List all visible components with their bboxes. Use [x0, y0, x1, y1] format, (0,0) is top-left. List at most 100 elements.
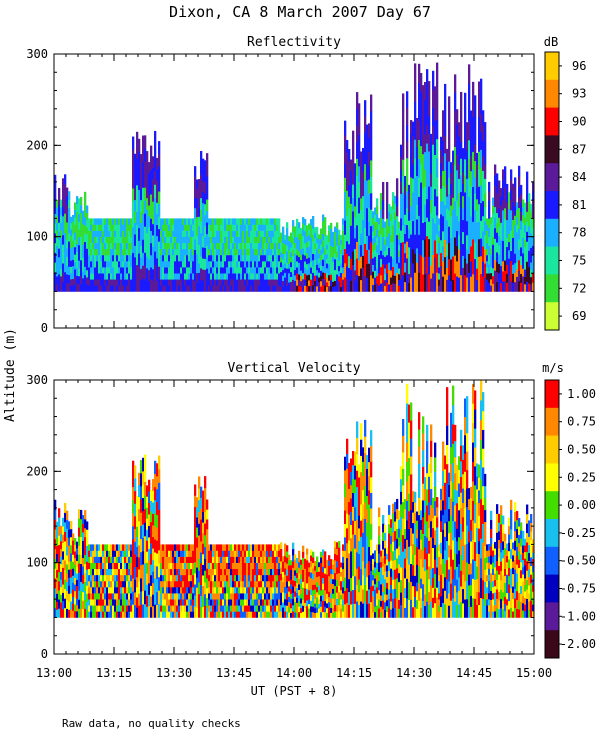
data-cell — [274, 285, 276, 291]
data-cell — [306, 572, 308, 578]
data-cell — [368, 151, 370, 165]
data-cell — [218, 237, 220, 243]
data-cell — [476, 164, 478, 176]
data-cell — [282, 612, 284, 617]
data-cell — [478, 99, 480, 117]
data-cell — [138, 164, 140, 177]
data-cell — [170, 218, 172, 224]
data-cell — [212, 237, 214, 243]
data-cell — [232, 550, 234, 556]
data-cell — [356, 92, 358, 109]
data-cell — [288, 612, 290, 618]
data-cell — [150, 243, 152, 255]
data-cell — [242, 575, 244, 581]
data-cell — [264, 550, 266, 556]
data-cell — [364, 552, 366, 569]
data-cell — [406, 191, 408, 208]
data-cell — [80, 546, 82, 555]
data-cell — [450, 205, 452, 216]
data-cell — [332, 252, 334, 257]
data-cell — [78, 284, 80, 292]
data-cell — [294, 264, 296, 270]
data-cell — [276, 611, 278, 617]
data-cell — [284, 268, 286, 273]
data-cell — [138, 241, 140, 254]
data-cell — [66, 564, 68, 573]
data-cell — [292, 561, 294, 568]
data-cell — [478, 239, 480, 257]
data-cell — [166, 569, 168, 575]
data-cell — [146, 595, 148, 606]
data-cell — [434, 240, 436, 257]
data-cell — [124, 224, 126, 230]
data-cell — [338, 266, 340, 271]
data-cell — [370, 226, 372, 243]
data-cell — [240, 587, 242, 593]
data-cell — [256, 599, 258, 605]
data-cell — [456, 124, 458, 139]
data-cell — [378, 230, 380, 236]
data-cell — [154, 539, 156, 552]
data-cell — [158, 254, 160, 267]
data-cell — [262, 611, 264, 617]
data-cell — [360, 423, 362, 439]
data-cell — [348, 592, 350, 605]
data-cell — [326, 570, 328, 575]
data-cell — [368, 547, 370, 561]
data-cell — [254, 575, 256, 581]
data-cell — [214, 273, 216, 279]
data-cell — [282, 286, 284, 292]
data-cell — [104, 243, 106, 249]
data-cell — [68, 537, 70, 545]
data-cell — [278, 581, 280, 587]
data-cell — [506, 220, 508, 229]
data-cell — [74, 202, 76, 210]
data-cell — [178, 255, 180, 261]
data-cell — [418, 273, 420, 292]
data-cell — [74, 591, 76, 598]
data-cell — [322, 221, 324, 228]
data-cell — [382, 273, 384, 282]
data-cell — [260, 581, 262, 587]
data-cell — [104, 563, 106, 569]
data-cell — [264, 243, 266, 249]
data-cell — [524, 262, 526, 270]
data-cell — [394, 204, 396, 212]
data-cell — [94, 581, 96, 587]
data-cell — [126, 273, 128, 279]
data-cell — [348, 502, 350, 515]
data-cell — [348, 161, 350, 173]
data-cell — [300, 260, 302, 266]
data-cell — [116, 557, 118, 563]
data-cell — [224, 237, 226, 243]
data-cell — [248, 611, 250, 617]
data-cell — [212, 581, 214, 587]
data-cell — [386, 273, 388, 282]
data-cell — [356, 125, 358, 142]
data-cell — [196, 189, 198, 199]
data-cell — [186, 279, 188, 285]
data-cell — [482, 261, 484, 276]
data-cell — [92, 557, 94, 563]
data-cell — [512, 229, 514, 238]
data-cell — [278, 593, 280, 599]
data-cell — [232, 224, 234, 230]
data-cell — [436, 101, 438, 120]
data-cell — [98, 261, 100, 267]
data-cell — [162, 557, 164, 563]
data-cell — [370, 259, 372, 276]
data-cell — [72, 279, 74, 286]
data-cell — [76, 276, 78, 284]
data-cell — [308, 223, 310, 229]
data-cell — [154, 238, 156, 252]
data-cell — [118, 605, 120, 611]
data-cell — [108, 231, 110, 237]
data-cell — [256, 237, 258, 243]
data-cell — [166, 279, 168, 285]
data-cell — [186, 599, 188, 605]
data-cell — [342, 231, 344, 237]
data-cell — [474, 193, 476, 210]
data-cell — [442, 125, 444, 140]
data-cell — [256, 611, 258, 617]
data-cell — [282, 592, 284, 597]
